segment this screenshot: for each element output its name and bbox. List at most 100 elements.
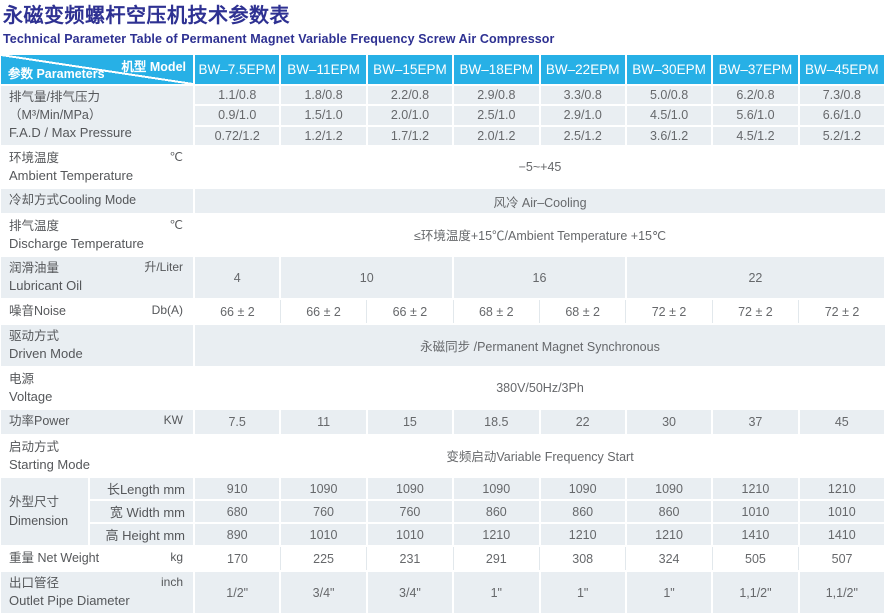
value-cell: 22 (539, 409, 627, 436)
value-cell: 170 (194, 546, 281, 573)
value-cell: 6.2/0.8 (712, 85, 800, 107)
power-unit: KW (163, 413, 183, 428)
power-label-cell: 功率Power KW (1, 409, 195, 436)
fad-label-zh: 排气量/排气压力（M³/Min/MPa） (9, 90, 102, 123)
noise-label-cell: 噪音Noise Db(A) (1, 298, 195, 326)
lubricant-row: 润滑油量 升/Liter Lubricant Oil 4 10 16 22 (1, 256, 887, 300)
value-cell: 72 ± 2 (625, 298, 713, 326)
dimension-label-zh: 外型尺寸 (9, 494, 60, 509)
value-cell: 1090 (280, 477, 368, 502)
value-cell: 1" (539, 571, 627, 615)
value-cell: 2.9/1.0 (539, 105, 627, 127)
value-cell: 1,1/2" (712, 571, 800, 615)
lubricant-value: 10 (280, 256, 455, 300)
dimension-label-cell: 外型尺寸 Dimension (1, 477, 90, 548)
driven-label-cell: 驱动方式 Driven Mode (1, 324, 195, 368)
value-cell: 11 (280, 409, 368, 436)
value-cell: 225 (280, 546, 368, 573)
outlet-unit: inch (160, 575, 183, 590)
dimension-sub-label: 高 Height mm (89, 523, 195, 548)
ambient-label-en: Ambient Temperature (9, 167, 134, 183)
value-cell: 760 (366, 500, 455, 525)
dimension-label-en: Dimension (9, 513, 69, 528)
outlet-label-zh: 出口管径 (9, 576, 60, 591)
value-cell: 1.5/1.0 (280, 105, 368, 127)
header-row: 机型 Model 参数 Parameters BW–7.5EPM BW–11EP… (1, 55, 887, 86)
value-cell: 18.5 (453, 409, 541, 436)
value-cell: 0.72/1.2 (194, 125, 282, 147)
value-cell: 860 (625, 500, 714, 525)
voltage-value: 380V/50Hz/3Ph (194, 366, 885, 411)
discharge-label-en: Discharge Temperature (9, 235, 144, 251)
value-cell: 1010 (798, 500, 887, 525)
page-subtitle: Technical Parameter Table of Permanent M… (3, 32, 555, 46)
noise-row: 噪音Noise Db(A) 66 ± 2 66 ± 2 66 ± 2 68 ± … (1, 298, 885, 326)
value-cell: 3/4" (280, 571, 368, 615)
value-cell: 760 (280, 500, 368, 525)
driven-value: 永磁同步 /Permanent Magnet Synchronous (194, 324, 885, 368)
lubricant-value: 4 (194, 256, 282, 300)
ambient-label-cell: 环境温度 ℃ Ambient Temperature (1, 145, 195, 190)
value-cell: 5.0/0.8 (625, 85, 714, 107)
noise-label: 噪音Noise (9, 303, 66, 318)
value-cell: 3/4" (366, 571, 455, 615)
corner-header-cell: 机型 Model 参数 Parameters (1, 55, 195, 86)
value-cell: 30 (625, 409, 714, 436)
voltage-label-zh: 电源 (9, 371, 35, 386)
dimension-width-row: 宽 Width mm 680 760 760 860 860 860 1010 … (1, 500, 887, 525)
starting-row: 启动方式 Starting Mode 变频启动Variable Frequenc… (1, 434, 885, 479)
driven-label-en: Driven Mode (9, 346, 83, 362)
value-cell: 505 (712, 546, 800, 573)
starting-label-en: Starting Mode (9, 456, 90, 472)
fad-row-1: 排气量/排气压力（M³/Min/MPa） F.A.D / Max Pressur… (1, 85, 887, 147)
value-cell: 1410 (712, 523, 800, 548)
value-cell: 1.7/1.2 (366, 125, 455, 147)
value-cell: 66 ± 2 (280, 298, 368, 326)
value-cell: 2.0/1.0 (366, 105, 455, 127)
model-header: BW–30EPM (625, 55, 714, 86)
noise-unit: Db(A) (151, 302, 183, 317)
value-cell: 2.5/1.0 (453, 105, 541, 127)
value-cell: 1,1/2" (798, 571, 887, 615)
value-cell: 4.5/1.0 (625, 105, 714, 127)
value-cell: 5.2/1.2 (798, 125, 887, 147)
lubricant-value: 22 (625, 256, 887, 300)
value-cell: 1.8/0.8 (280, 85, 368, 107)
value-cell: 1" (625, 571, 714, 615)
ambient-unit: ℃ (169, 149, 183, 164)
discharge-label-zh: 排气温度 (9, 218, 60, 233)
value-cell: 1090 (625, 477, 714, 502)
ambient-label-zh: 环境温度 (9, 150, 60, 165)
value-cell: 1210 (539, 523, 627, 548)
value-cell: 890 (194, 523, 282, 548)
value-cell: 66 ± 2 (194, 298, 281, 326)
fad-row-2: 0.9/1.0 1.5/1.0 2.0/1.0 2.5/1.0 2.9/1.0 … (1, 105, 887, 127)
value-cell: 1090 (453, 477, 541, 502)
discharge-value: ≤环境温度+15℃/Ambient Temperature +15℃ (194, 213, 885, 258)
value-cell: 66 ± 2 (366, 298, 454, 326)
value-cell: 1010 (366, 523, 455, 548)
value-cell: 2.2/0.8 (366, 85, 455, 107)
value-cell: 860 (539, 500, 627, 525)
value-cell: 72 ± 2 (798, 298, 885, 326)
corner-params-label: 参数 Parameters (8, 67, 105, 81)
value-cell: 1090 (366, 477, 455, 502)
value-cell: 1210 (625, 523, 714, 548)
value-cell: 1210 (798, 477, 887, 502)
spec-sheet-page: 永磁变频螺杆空压机技术参数表 Technical Parameter Table… (1, 5, 887, 615)
outlet-label-en: Outlet Pipe Diameter (9, 593, 130, 609)
model-header: BW–37EPM (712, 55, 800, 86)
power-label: 功率Power (9, 414, 70, 429)
lubricant-value: 16 (453, 256, 627, 300)
outlet-row: 出口管径 inch Outlet Pipe Diameter 1/2" 3/4"… (1, 571, 887, 615)
starting-value: 变频启动Variable Frequency Start (194, 434, 885, 479)
value-cell: 7.3/0.8 (798, 85, 887, 107)
value-cell: 1.1/0.8 (194, 85, 282, 107)
value-cell: 7.5 (194, 409, 282, 436)
fad-row-3: 0.72/1.2 1.2/1.2 1.7/1.2 2.0/1.2 2.5/1.2… (1, 125, 887, 147)
value-cell: 37 (712, 409, 800, 436)
value-cell: 1.2/1.2 (280, 125, 368, 147)
lubricant-label-zh: 润滑油量 (9, 261, 60, 276)
weight-row: 重量 Net Weight kg 170 225 231 291 308 324… (1, 546, 885, 573)
discharge-row: 排气温度 ℃ Discharge Temperature ≤环境温度+15℃/A… (1, 213, 885, 258)
